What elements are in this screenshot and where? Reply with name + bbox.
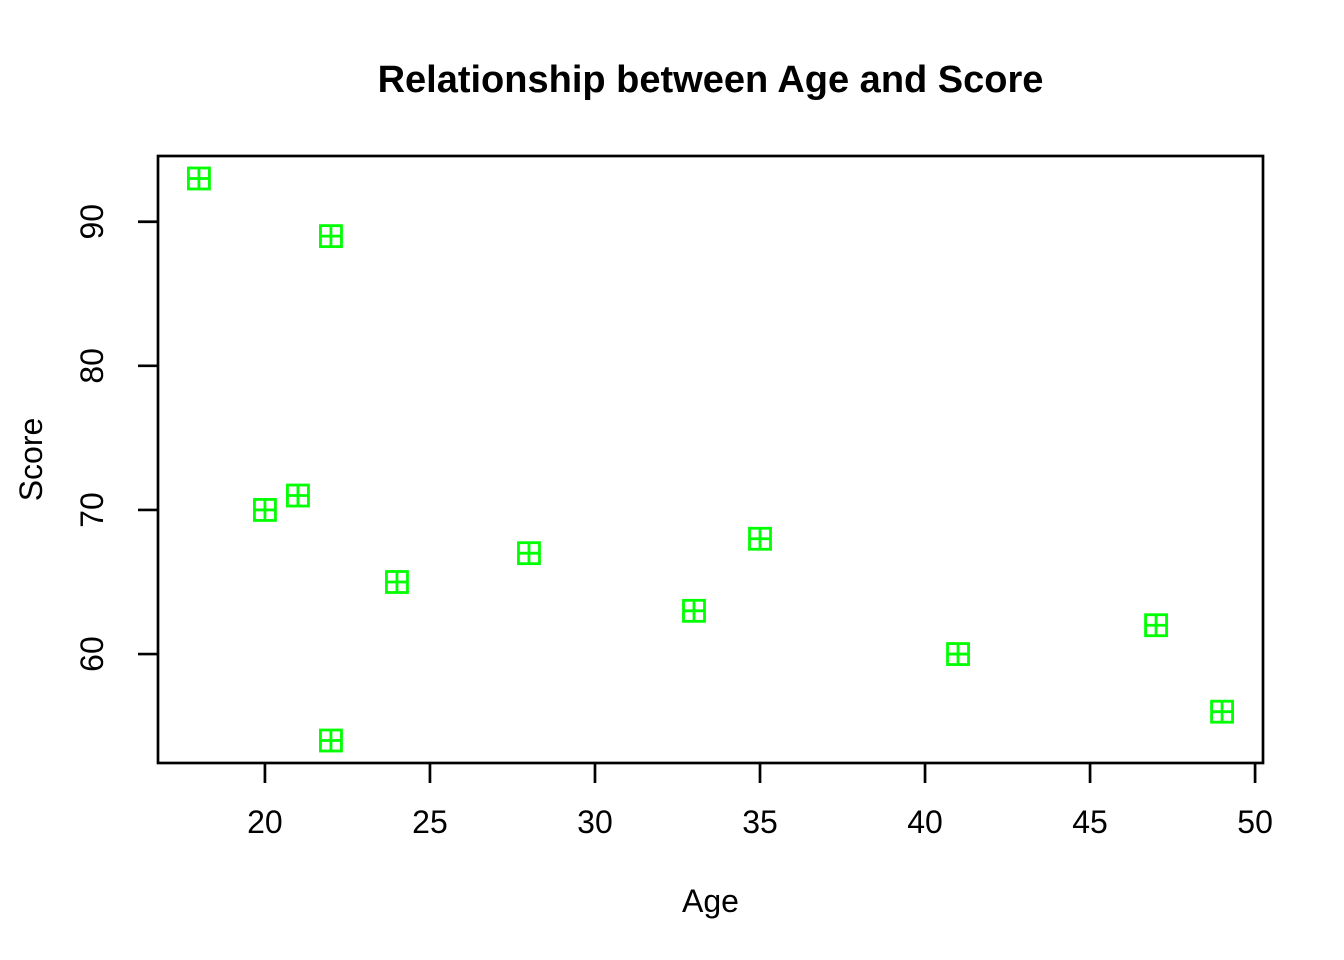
data-point (517, 541, 541, 566)
y-tick-label: 80 (74, 348, 110, 384)
x-tick-label: 45 (1072, 804, 1108, 840)
chart-title: Relationship between Age and Score (378, 59, 1044, 101)
x-tick-label: 30 (577, 804, 613, 840)
data-point (187, 166, 211, 191)
y-axis-label: Score (13, 418, 49, 502)
x-tick-label: 20 (247, 804, 283, 840)
data-point (682, 598, 706, 623)
y-tick-label: 70 (74, 492, 110, 528)
data-point (1144, 613, 1168, 638)
x-tick-label: 35 (742, 804, 778, 840)
data-point (748, 526, 772, 551)
y-axis-ticks: 60 70 80 90 (74, 204, 157, 672)
data-point (385, 570, 409, 594)
x-tick-label: 40 (907, 804, 943, 840)
data-point (253, 498, 277, 522)
x-tick-label: 50 (1237, 804, 1273, 840)
x-axis-ticks: 20 25 30 35 40 45 50 (247, 764, 1273, 840)
data-point (286, 483, 310, 508)
y-tick-label: 90 (74, 204, 110, 240)
data-point (1210, 699, 1234, 724)
data-point (319, 224, 343, 249)
x-axis-label: Age (682, 883, 739, 919)
data-point (946, 642, 970, 666)
data-points (187, 166, 1234, 753)
y-tick-label: 60 (74, 636, 110, 672)
x-tick-label: 25 (412, 804, 448, 840)
data-point (319, 728, 343, 753)
plot-border (156, 154, 1265, 765)
